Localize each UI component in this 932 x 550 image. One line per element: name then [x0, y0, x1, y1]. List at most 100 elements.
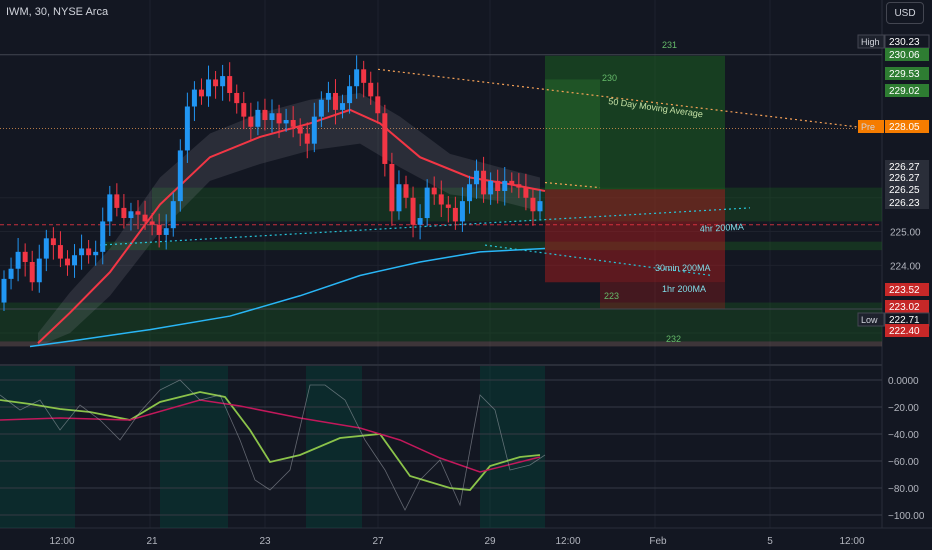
candle-body-74	[523, 187, 529, 198]
osc-tick-0: 0.0000	[888, 376, 919, 387]
candle-body-39	[276, 113, 282, 124]
candle-body-43	[304, 133, 310, 144]
badge-label-bg-11	[857, 312, 885, 327]
candle-body-10	[72, 255, 78, 266]
candle-body-29	[206, 79, 212, 97]
candle-body-27	[191, 89, 197, 107]
candle-body-0	[1, 278, 7, 303]
ma-red-line	[37, 108, 546, 344]
badge-bg-2	[885, 67, 929, 80]
candle-body-22	[156, 224, 162, 235]
currency-button[interactable]: USD	[886, 2, 924, 24]
time-label-2: 23	[259, 536, 271, 547]
label-230: 230	[602, 73, 617, 83]
candle-body-63	[445, 204, 451, 208]
candle-body-15	[107, 194, 113, 222]
candle-body-36	[255, 109, 261, 127]
badge-bg-6	[885, 171, 929, 184]
candle-body-41	[290, 120, 296, 127]
osc-shade-2	[306, 366, 362, 528]
ma1h-label: 1hr 200MA	[662, 284, 706, 294]
candle-body-71	[502, 180, 508, 191]
badge-value-11: 222.71	[889, 315, 920, 326]
badge-bg-3	[885, 84, 929, 97]
badge-bg-12	[885, 324, 929, 337]
label-232: 232	[666, 334, 681, 344]
price-tick-1: 225.00	[890, 228, 921, 239]
badge-value-5: 226.27	[889, 162, 920, 173]
ma30m-label: 30min 200MA	[655, 263, 711, 273]
candle-body-46	[325, 92, 331, 100]
candle-body-32	[227, 76, 233, 93]
candle-body-26	[184, 106, 190, 151]
candle-body-50	[354, 69, 360, 87]
candle-body-4	[29, 261, 35, 283]
chart-header: IWM, 30, NYSE Arca	[6, 6, 108, 18]
time-label-3: 27	[372, 536, 384, 547]
candle-body-25	[177, 150, 183, 202]
candle-body-35	[248, 116, 254, 127]
osc-shade-0	[0, 366, 75, 528]
candle-body-58	[410, 197, 416, 225]
candle-body-47	[332, 92, 338, 110]
badge-value-7: 226.25	[889, 185, 920, 196]
candle-body-7	[50, 238, 56, 246]
time-label-8: 12:00	[839, 536, 864, 547]
osc-tick-1: −20.00	[888, 403, 919, 414]
candle-body-51	[361, 69, 367, 83]
badge-value-6: 226.27	[889, 173, 920, 184]
candle-body-64	[452, 207, 458, 222]
badge-bg-7	[885, 183, 929, 196]
badge-value-2: 229.53	[889, 69, 920, 80]
osc-tick-3: −60.00	[888, 457, 919, 468]
candle-body-72	[509, 180, 515, 185]
candle-body-75	[530, 197, 536, 212]
label-223: 223	[604, 291, 619, 301]
time-label-7: 5	[767, 536, 773, 547]
osc-raw-line	[0, 379, 546, 511]
candle-body-24	[170, 201, 176, 229]
stop-zone-ext	[600, 282, 725, 310]
badge-bg-9	[885, 283, 929, 296]
badge-value-1: 230.06	[889, 50, 920, 61]
candle-body-66	[466, 184, 472, 202]
candle-body-61	[431, 187, 437, 195]
candle-body-5	[36, 258, 42, 283]
brown-band	[0, 341, 882, 347]
osc-green-line	[0, 391, 541, 491]
candle-body-76	[537, 201, 543, 212]
badge-bg-1	[885, 48, 929, 61]
candle-body-42	[297, 126, 303, 134]
candle-body-16	[114, 194, 120, 208]
candle-body-68	[481, 170, 487, 195]
candle-body-18	[128, 211, 134, 219]
candle-body-33	[234, 92, 240, 104]
osc-tick-4: −80.00	[888, 484, 919, 495]
candle-body-12	[86, 248, 92, 256]
osc-tick-5: −100.00	[888, 511, 925, 522]
candle-body-14	[100, 221, 106, 252]
badge-bg-8	[885, 196, 929, 209]
candle-body-56	[396, 184, 402, 212]
badge-label-bg-4	[858, 120, 884, 133]
osc-red-line	[0, 399, 541, 473]
candle-body-52	[368, 82, 374, 97]
badge-label-4: Pre	[861, 122, 875, 132]
osc-tick-2: −40.00	[888, 430, 919, 441]
candle-body-44	[311, 116, 317, 144]
candle-body-8	[57, 245, 63, 259]
badge-bg-4	[885, 120, 929, 133]
badge-label-0: High	[861, 37, 880, 47]
candle-body-49	[347, 86, 353, 104]
candle-body-69	[488, 180, 494, 195]
badge-value-10: 223.02	[889, 302, 920, 313]
candle-body-19	[135, 211, 141, 215]
badge-bg-10	[885, 300, 929, 313]
time-label-0: 12:00	[49, 536, 74, 547]
candle-body-48	[340, 103, 346, 110]
currency-label: USD	[894, 7, 916, 19]
badge-value-4: 228.05	[889, 122, 920, 133]
price-tick-2: 224.00	[890, 261, 921, 272]
candle-body-3	[22, 251, 28, 262]
